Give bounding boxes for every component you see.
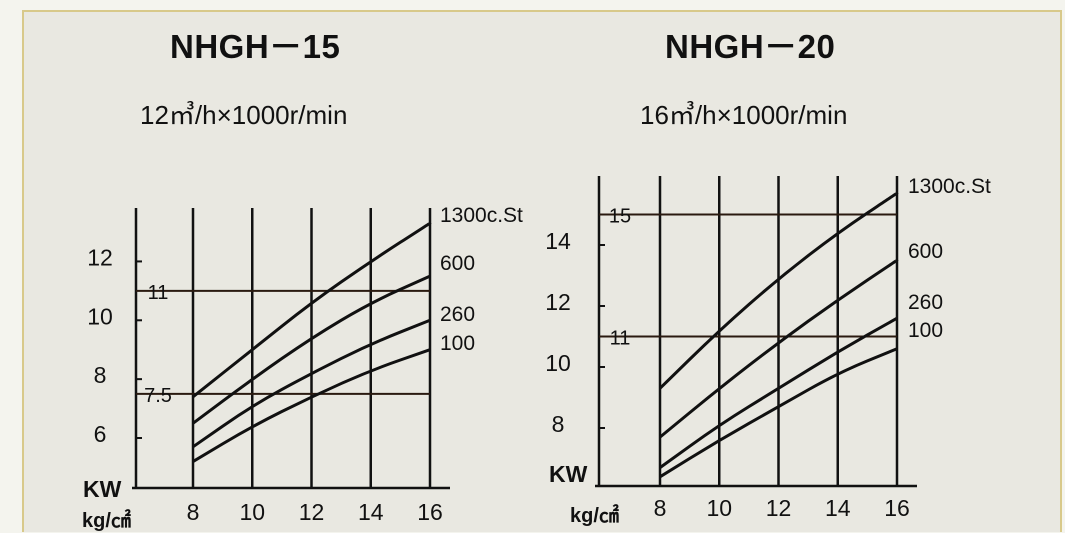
right-series-label: 100 xyxy=(908,319,943,342)
right-x-tick-label: 14 xyxy=(825,495,851,521)
left-series-label: 600 xyxy=(440,252,475,275)
right-series-line-1 xyxy=(659,259,898,439)
right-x-tick-label: 10 xyxy=(706,495,732,521)
chart-subtitle-right: 16㎥/h×1000r/min xyxy=(640,100,848,130)
right-series-line-0 xyxy=(658,191,898,390)
right-ref-label: 15 xyxy=(609,206,631,228)
left-x-axis-label: kg/㎠ xyxy=(82,508,131,532)
left-series-label: 100 xyxy=(440,332,475,355)
left-ref-label: 11 xyxy=(148,282,169,304)
chart-title-right: NHGH－20 xyxy=(665,28,836,65)
left-x-tick-label: 16 xyxy=(417,499,443,525)
left-series-line-2 xyxy=(192,318,431,449)
right-x-tick-label: 12 xyxy=(766,495,792,521)
right-x-tick-label: 8 xyxy=(654,495,667,521)
right-ref-label: 11 xyxy=(610,328,631,350)
right-series-label: 260 xyxy=(908,291,943,314)
left-y-axis-label: KW xyxy=(83,476,122,502)
right-y-tick-label: 14 xyxy=(545,228,571,254)
left-x-tick-label: 8 xyxy=(187,499,200,525)
left-series-label: 260 xyxy=(440,303,475,326)
left-y-tick-label: 12 xyxy=(87,244,113,270)
left-y-tick-label: 8 xyxy=(94,362,107,388)
right-x-tick-label: 16 xyxy=(884,495,910,521)
right-y-tick-label: 10 xyxy=(545,350,571,376)
left-series-line-3 xyxy=(192,348,431,463)
left-ref-label: 7.5 xyxy=(144,385,172,407)
right-series-line-3 xyxy=(659,347,898,479)
chart-subtitle-left: 12㎥/h×1000r/min xyxy=(140,100,348,130)
left-y-tick-label: 6 xyxy=(94,421,107,447)
left-series-line-1 xyxy=(192,274,431,425)
left-series-line-0 xyxy=(192,221,431,398)
right-y-tick-label: 12 xyxy=(545,289,571,315)
right-series-label: 1300c.St xyxy=(908,175,991,198)
right-x-axis-label: kg/㎠ xyxy=(570,503,619,527)
right-series-line-2 xyxy=(659,316,898,469)
right-series-label: 600 xyxy=(908,240,943,263)
right-y-tick-label: 8 xyxy=(552,411,565,437)
left-x-tick-label: 14 xyxy=(358,499,384,525)
left-x-tick-label: 10 xyxy=(239,499,265,525)
left-y-tick-label: 10 xyxy=(87,303,113,329)
chart-title-left: NHGH－15 xyxy=(170,28,341,65)
right-y-axis-label: KW xyxy=(549,461,588,487)
left-series-label: 1300c.St xyxy=(440,204,523,227)
left-x-tick-label: 12 xyxy=(299,499,325,525)
